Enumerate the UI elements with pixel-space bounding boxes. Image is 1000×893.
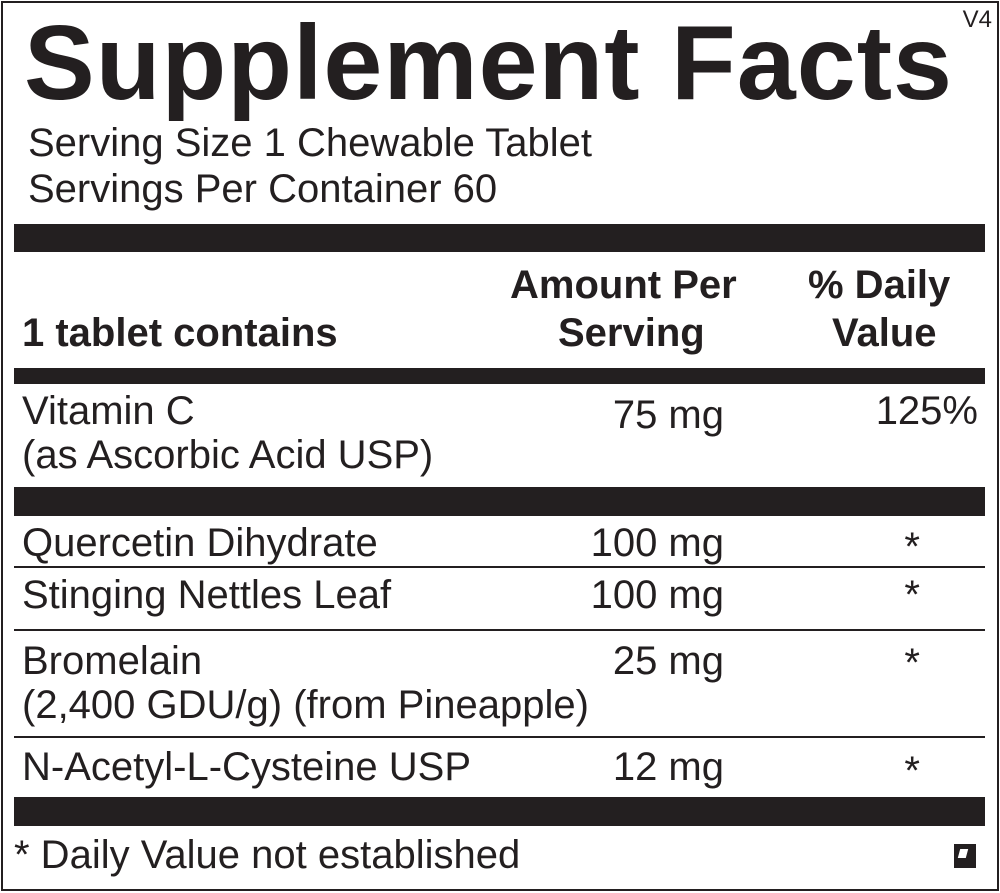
- ingredient-dv: 125%: [875, 389, 978, 433]
- ingredient-dv: *: [904, 641, 920, 685]
- ingredient-name: Stinging Nettles Leaf: [22, 573, 392, 617]
- ingredient-amount: 100 mg: [590, 521, 724, 565]
- serving-size: Serving Size 1 Chewable Tablet: [28, 121, 593, 165]
- footnote: * Daily Value not established: [14, 833, 521, 877]
- version-code: V4: [962, 6, 992, 33]
- ingredient-source: (as Ascorbic Acid USP): [22, 433, 434, 477]
- ingredient-source: (2,400 GDU/g) (from Pineapple): [22, 683, 589, 727]
- divider-thin: [14, 736, 985, 738]
- logo-mark-icon: [954, 844, 976, 868]
- ingredient-dv: *: [904, 525, 920, 569]
- divider-medium: [14, 368, 985, 384]
- ingredient-name: Bromelain: [22, 639, 203, 683]
- divider-thin: [14, 566, 985, 568]
- header-dv-line1: % Daily: [808, 263, 951, 307]
- divider-thick: [14, 224, 985, 252]
- header-dv-line2: Value: [832, 311, 937, 355]
- servings-per-container: Servings Per Container 60: [28, 167, 498, 211]
- ingredient-name: Quercetin Dihydrate: [22, 521, 378, 565]
- ingredient-amount: 25 mg: [612, 639, 724, 683]
- divider-thin: [14, 629, 985, 631]
- ingredient-dv: *: [904, 573, 920, 617]
- ingredient-name: N-Acetyl-L-Cysteine USP: [22, 745, 472, 789]
- header-amount-line2: Serving: [558, 311, 705, 355]
- ingredient-amount: 12 mg: [612, 745, 724, 789]
- label-title: Supplement Facts: [24, 4, 953, 122]
- divider-thick: [14, 797, 985, 826]
- divider-thick: [14, 487, 985, 516]
- ingredient-amount: 75 mg: [612, 393, 724, 437]
- ingredient-amount: 100 mg: [590, 573, 724, 617]
- header-amount-line1: Amount Per: [510, 263, 737, 307]
- ingredient-name: Vitamin C: [22, 389, 195, 433]
- header-contains: 1 tablet contains: [22, 311, 338, 355]
- ingredient-dv: *: [904, 749, 920, 793]
